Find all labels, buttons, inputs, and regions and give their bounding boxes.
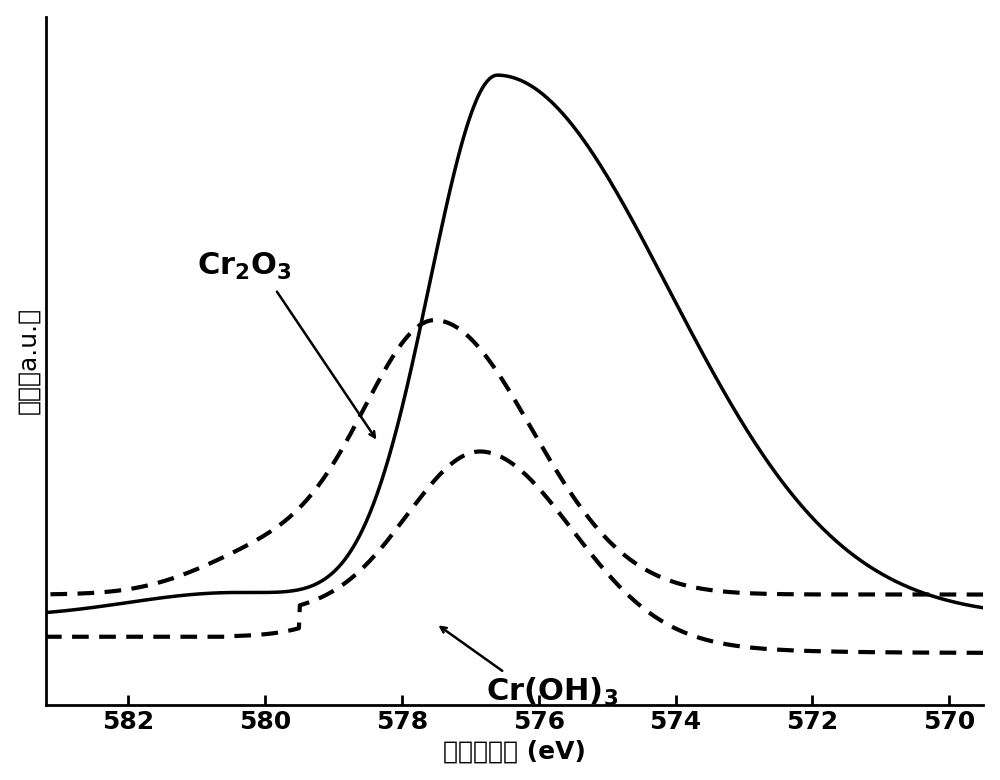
Text: $\mathbf{Cr_2O_3}$: $\mathbf{Cr_2O_3}$ [197,251,292,282]
Text: $\mathbf{Cr(OH)_3}$: $\mathbf{Cr(OH)_3}$ [486,676,618,708]
X-axis label: 电子结合能 (eV): 电子结合能 (eV) [443,739,586,764]
Y-axis label: 强度（a.u.）: 强度（a.u.） [17,307,41,414]
